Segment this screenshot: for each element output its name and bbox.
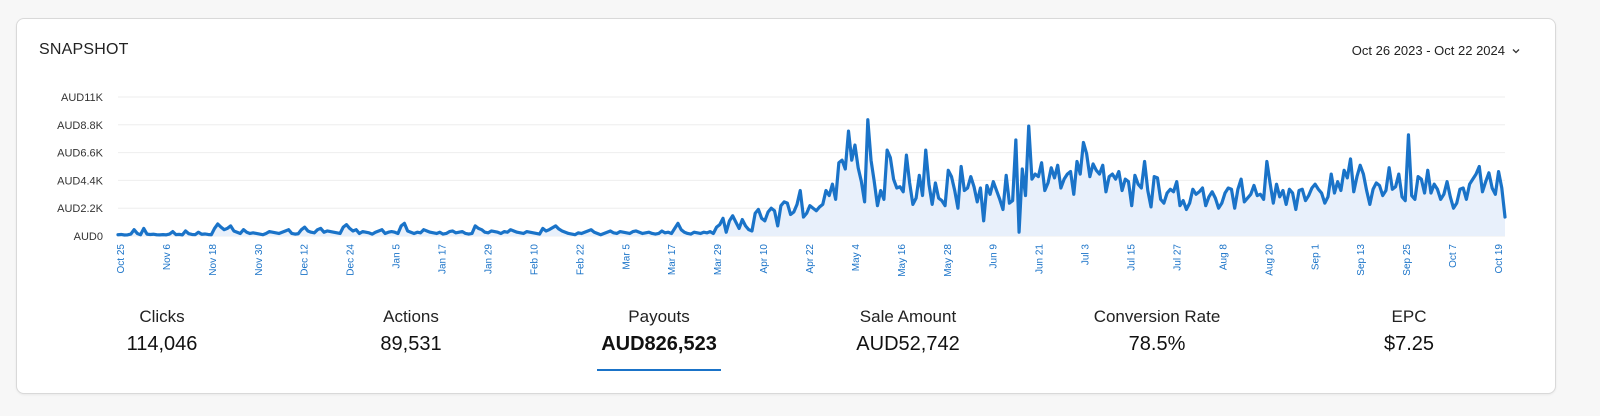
metric-value: 78.5% — [1128, 333, 1186, 355]
x-tick-label: Dec 24 — [346, 244, 357, 276]
x-tick-label: Mar 29 — [713, 244, 724, 276]
x-tick-label: Aug 8 — [1218, 244, 1229, 271]
x-tick-label: Apr 22 — [805, 244, 816, 274]
x-tick-label: Jun 9 — [989, 244, 1000, 269]
x-tick-label: Apr 10 — [759, 244, 770, 274]
payouts-chart: AUD0 AUD2.2K AUD4.4K AUD6.6K AUD8.8K AUD11K Oc… — [57, 92, 1507, 277]
x-tick-label: Nov 18 — [208, 244, 219, 276]
y-tick-label: AUD0 — [74, 231, 103, 243]
series-area — [118, 119, 1505, 236]
metric-value: 89,531 — [380, 333, 442, 355]
x-tick-label: May 28 — [943, 244, 954, 277]
metric-label: Conversion Rate — [1093, 307, 1221, 326]
x-tick-label: Jul 3 — [1081, 244, 1092, 266]
metric-value: AUD52,742 — [856, 333, 960, 355]
x-tick-label: Feb 10 — [529, 244, 540, 276]
active-underline — [597, 369, 721, 371]
y-tick-label: AUD11K — [61, 92, 104, 104]
metric-clicks[interactable]: Clicks 114,046 — [72, 307, 252, 356]
metric-value: 114,046 — [126, 333, 198, 355]
metric-actions[interactable]: Actions 89,531 — [321, 307, 501, 356]
x-tick-label: Feb 22 — [575, 244, 586, 276]
x-tick-label: Sep 13 — [1356, 244, 1367, 276]
series-line — [116, 118, 1507, 237]
card-title: SNAPSHOT — [39, 41, 129, 58]
x-tick-label: Nov 6 — [162, 244, 173, 271]
metric-value: $7.25 — [1383, 333, 1435, 355]
metric-epc[interactable]: EPC $7.25 — [1319, 307, 1499, 356]
date-range-label: Oct 26 2023 - Oct 22 2024 — [1351, 43, 1505, 58]
metrics-row: Clicks 114,046 Actions 89,531 Payouts AU… — [17, 307, 1555, 387]
x-tick-label: Mar 17 — [667, 244, 678, 276]
metric-label: Clicks — [139, 307, 185, 326]
x-tick-label: Jun 21 — [1035, 244, 1046, 274]
x-tick-label: Mar 5 — [621, 244, 632, 270]
x-tick-label: May 4 — [851, 244, 862, 272]
chevron-down-icon — [1512, 48, 1520, 53]
x-tick-label: Dec 12 — [300, 244, 311, 276]
x-tick-label: May 16 — [897, 244, 908, 277]
metric-label: Actions — [383, 307, 439, 326]
y-tick-label: AUD8.8K — [57, 120, 104, 132]
metric-value: AUD826,523 — [601, 333, 717, 355]
x-tick-label: Oct 19 — [1494, 244, 1505, 274]
x-tick-label: Nov 30 — [254, 244, 265, 276]
metric-sale-amount[interactable]: Sale Amount AUD52,742 — [818, 307, 998, 356]
date-range-dropdown[interactable]: Oct 26 2023 - Oct 22 2024 — [1352, 43, 1521, 58]
x-tick-label: Jan 17 — [438, 244, 449, 274]
y-tick-label: AUD6.6K — [57, 148, 104, 160]
x-tick-label: Sep 25 — [1402, 244, 1413, 276]
x-tick-label: Jul 27 — [1172, 244, 1183, 271]
x-tick-label: Jul 15 — [1127, 244, 1138, 271]
metric-conversion-rate[interactable]: Conversion Rate 78.5% — [1067, 307, 1247, 356]
snapshot-card: SNAPSHOT Oct 26 2023 - Oct 22 2024 AUD0 A… — [16, 18, 1556, 394]
metric-label: Sale Amount — [859, 307, 957, 326]
x-tick-label: Oct 7 — [1448, 244, 1459, 268]
x-tick-label: Oct 25 — [116, 244, 127, 274]
y-tick-label: AUD4.4K — [57, 175, 104, 187]
y-tick-label: AUD2.2K — [57, 203, 104, 215]
metric-label: Payouts — [628, 307, 690, 326]
metric-label: EPC — [1391, 307, 1427, 326]
x-tick-label: Aug 20 — [1264, 244, 1275, 276]
x-tick-label: Sep 1 — [1310, 244, 1321, 271]
metric-payouts[interactable]: Payouts AUD826,523 — [569, 307, 749, 371]
x-tick-label: Jan 29 — [483, 244, 494, 274]
x-tick-label: Jan 5 — [392, 244, 403, 269]
